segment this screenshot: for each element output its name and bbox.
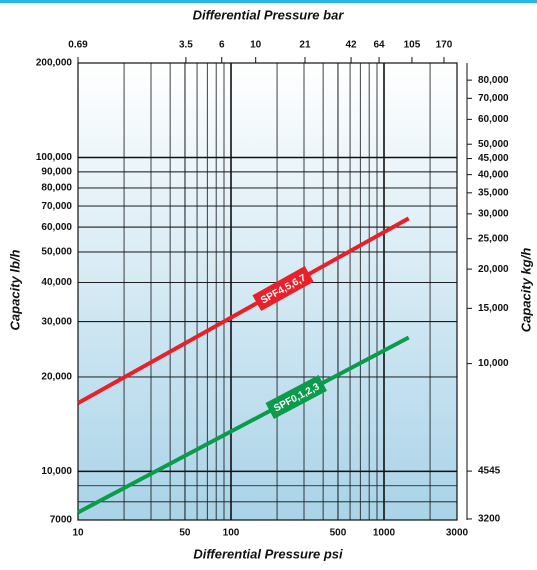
x2-tick-label: 64 bbox=[373, 40, 385, 51]
y2-tick-label: 45,000 bbox=[478, 153, 509, 164]
y-tick-label: 40,000 bbox=[41, 277, 72, 288]
x-tick-label: 10 bbox=[72, 528, 84, 539]
y2-axis-title: Capacity kg/h bbox=[518, 248, 533, 333]
y2-tick-label: 30,000 bbox=[478, 208, 509, 219]
y-tick-label: 200,000 bbox=[36, 58, 73, 69]
x-tick-label: 500 bbox=[330, 528, 347, 539]
y-tick-label: 50,000 bbox=[41, 247, 72, 258]
y-axis-title: Capacity lb/h bbox=[7, 249, 22, 330]
y-tick-label: 100,000 bbox=[36, 152, 73, 163]
x-tick-label: 1000 bbox=[373, 528, 396, 539]
y-tick-label: 7000 bbox=[50, 515, 73, 526]
x-tick-label: 100 bbox=[223, 528, 240, 539]
x2-tick-label: 3.5 bbox=[179, 40, 193, 51]
y-tick-label: 20,000 bbox=[41, 372, 72, 383]
y2-tick-label: 40,000 bbox=[478, 169, 509, 180]
x2-tick-label: 21 bbox=[299, 40, 311, 51]
y-tick-label: 70,000 bbox=[41, 201, 72, 212]
y-tick-label: 60,000 bbox=[41, 222, 72, 233]
x2-tick-label: 6 bbox=[219, 40, 225, 51]
series-line bbox=[77, 216, 410, 405]
y2-tick-label: 60,000 bbox=[478, 114, 509, 125]
x2-tick-label: 105 bbox=[404, 40, 421, 51]
y2-tick-label: 3200 bbox=[478, 514, 501, 525]
x2-axis-title: Differential Pressure bar bbox=[193, 7, 345, 22]
x2-tick-label: 0.69 bbox=[68, 40, 88, 51]
x2-tick-label: 42 bbox=[345, 40, 357, 51]
y2-tick-label: 35,000 bbox=[478, 187, 509, 198]
x2-tick-label: 10 bbox=[250, 40, 262, 51]
y2-tick-label: 4545 bbox=[478, 466, 501, 477]
x-tick-label: 50 bbox=[179, 528, 191, 539]
top-stripe bbox=[0, 0, 537, 3]
y2-tick-label: 80,000 bbox=[478, 75, 509, 86]
y2-tick-label: 25,000 bbox=[478, 233, 509, 244]
y2-tick-label: 20,000 bbox=[478, 264, 509, 275]
tag-box bbox=[265, 374, 327, 419]
tag-box bbox=[252, 266, 314, 312]
y2-tick-label: 70,000 bbox=[478, 93, 509, 104]
y2-tick-label: 50,000 bbox=[478, 139, 509, 150]
y-tick-label: 10,000 bbox=[41, 466, 72, 477]
y-tick-label: 80,000 bbox=[41, 183, 72, 194]
y-tick-label: 30,000 bbox=[41, 316, 72, 327]
y-tick-label: 90,000 bbox=[41, 166, 72, 177]
x2-tick-label: 170 bbox=[436, 40, 453, 51]
y2-tick-label: 15,000 bbox=[478, 303, 509, 314]
y2-tick-label: 10,000 bbox=[478, 358, 509, 369]
x-tick-label: 3000 bbox=[446, 528, 469, 539]
x-axis-title: Differential Pressure psi bbox=[193, 546, 343, 561]
series-line bbox=[77, 335, 410, 515]
